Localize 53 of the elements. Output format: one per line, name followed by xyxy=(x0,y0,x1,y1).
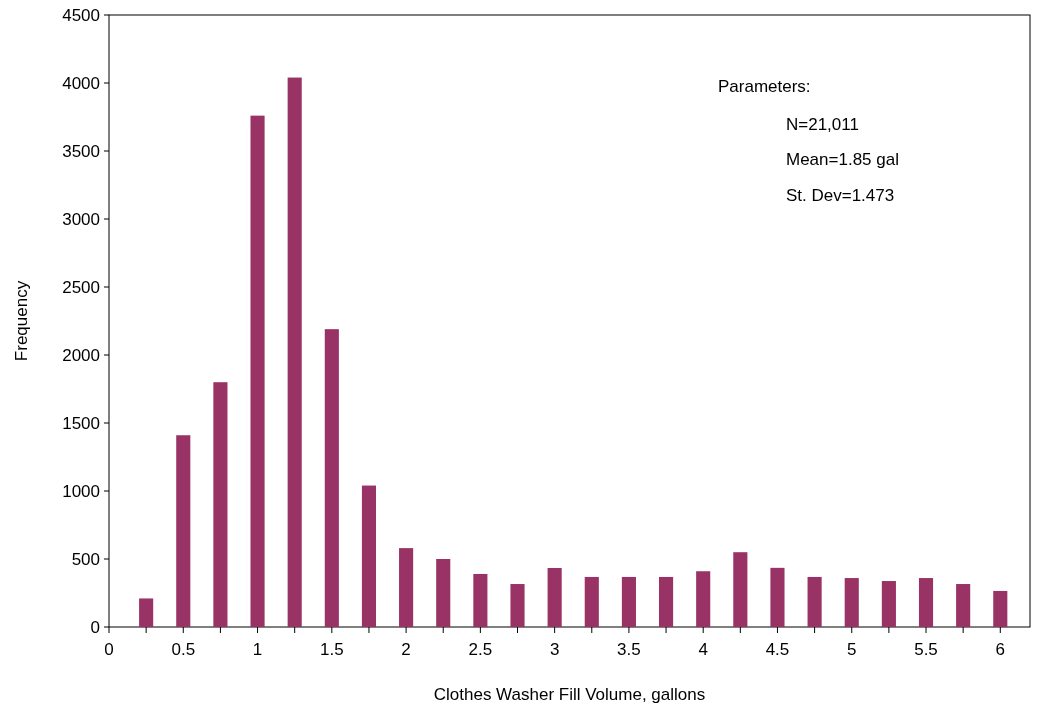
bar xyxy=(956,584,971,627)
x-tick-label: 1 xyxy=(252,640,263,659)
x-tick-label: 3 xyxy=(549,640,560,659)
bar xyxy=(399,548,414,627)
annotation: Parameters: xyxy=(718,77,811,96)
x-tick-label: 2.5 xyxy=(468,640,493,659)
x-tick-label: 0.5 xyxy=(171,640,196,659)
bar xyxy=(696,571,711,627)
y-tick-label: 3000 xyxy=(62,209,100,229)
y-tick-label: 2500 xyxy=(62,277,100,297)
y-tick-label: 3500 xyxy=(62,141,100,161)
bar xyxy=(584,576,599,627)
x-tick-label: 5 xyxy=(847,640,857,659)
bar xyxy=(250,115,265,627)
x-tick-label: 3.5 xyxy=(617,640,641,659)
y-tick-label: 0 xyxy=(90,617,100,637)
x-axis-title: Clothes Washer Fill Volume, gallons xyxy=(433,685,706,704)
bar xyxy=(361,485,377,627)
x-tick-label: 5.5 xyxy=(914,640,938,659)
bar xyxy=(324,329,339,627)
x-tick-label: 0 xyxy=(104,640,114,659)
annotation: Mean=1.85 gal xyxy=(786,150,899,169)
x-tick-label: 6 xyxy=(995,640,1006,659)
x-tick-label: 4.5 xyxy=(765,640,790,659)
bar xyxy=(139,598,154,627)
y-tick-label: 4000 xyxy=(62,73,100,93)
y-axis-title: Frequency xyxy=(12,280,31,362)
x-tick-label: 1.5 xyxy=(320,640,344,659)
annotation: St. Dev=1.473 xyxy=(786,186,895,205)
x-tick-label: 2 xyxy=(401,640,411,659)
bar xyxy=(807,576,822,627)
bar xyxy=(918,578,934,627)
x-tick-label: 4 xyxy=(698,640,708,659)
bar xyxy=(510,584,525,627)
bar xyxy=(287,77,302,627)
bar xyxy=(659,576,674,627)
y-tick-label: 4500 xyxy=(62,5,100,25)
bar xyxy=(213,382,228,627)
bar xyxy=(993,590,1008,627)
y-tick-label: 1500 xyxy=(62,413,100,433)
bar xyxy=(621,576,636,627)
y-tick-label: 2000 xyxy=(62,345,100,365)
bar xyxy=(473,573,488,627)
y-tick-label: 500 xyxy=(71,549,100,569)
bar xyxy=(844,578,859,627)
bar xyxy=(770,567,785,627)
y-tick-label: 1000 xyxy=(62,481,100,501)
bar xyxy=(733,552,748,627)
annotation: N=21,011 xyxy=(786,115,859,134)
bar xyxy=(547,567,562,627)
bar xyxy=(881,581,896,627)
bar xyxy=(176,435,191,627)
bar xyxy=(436,559,451,627)
